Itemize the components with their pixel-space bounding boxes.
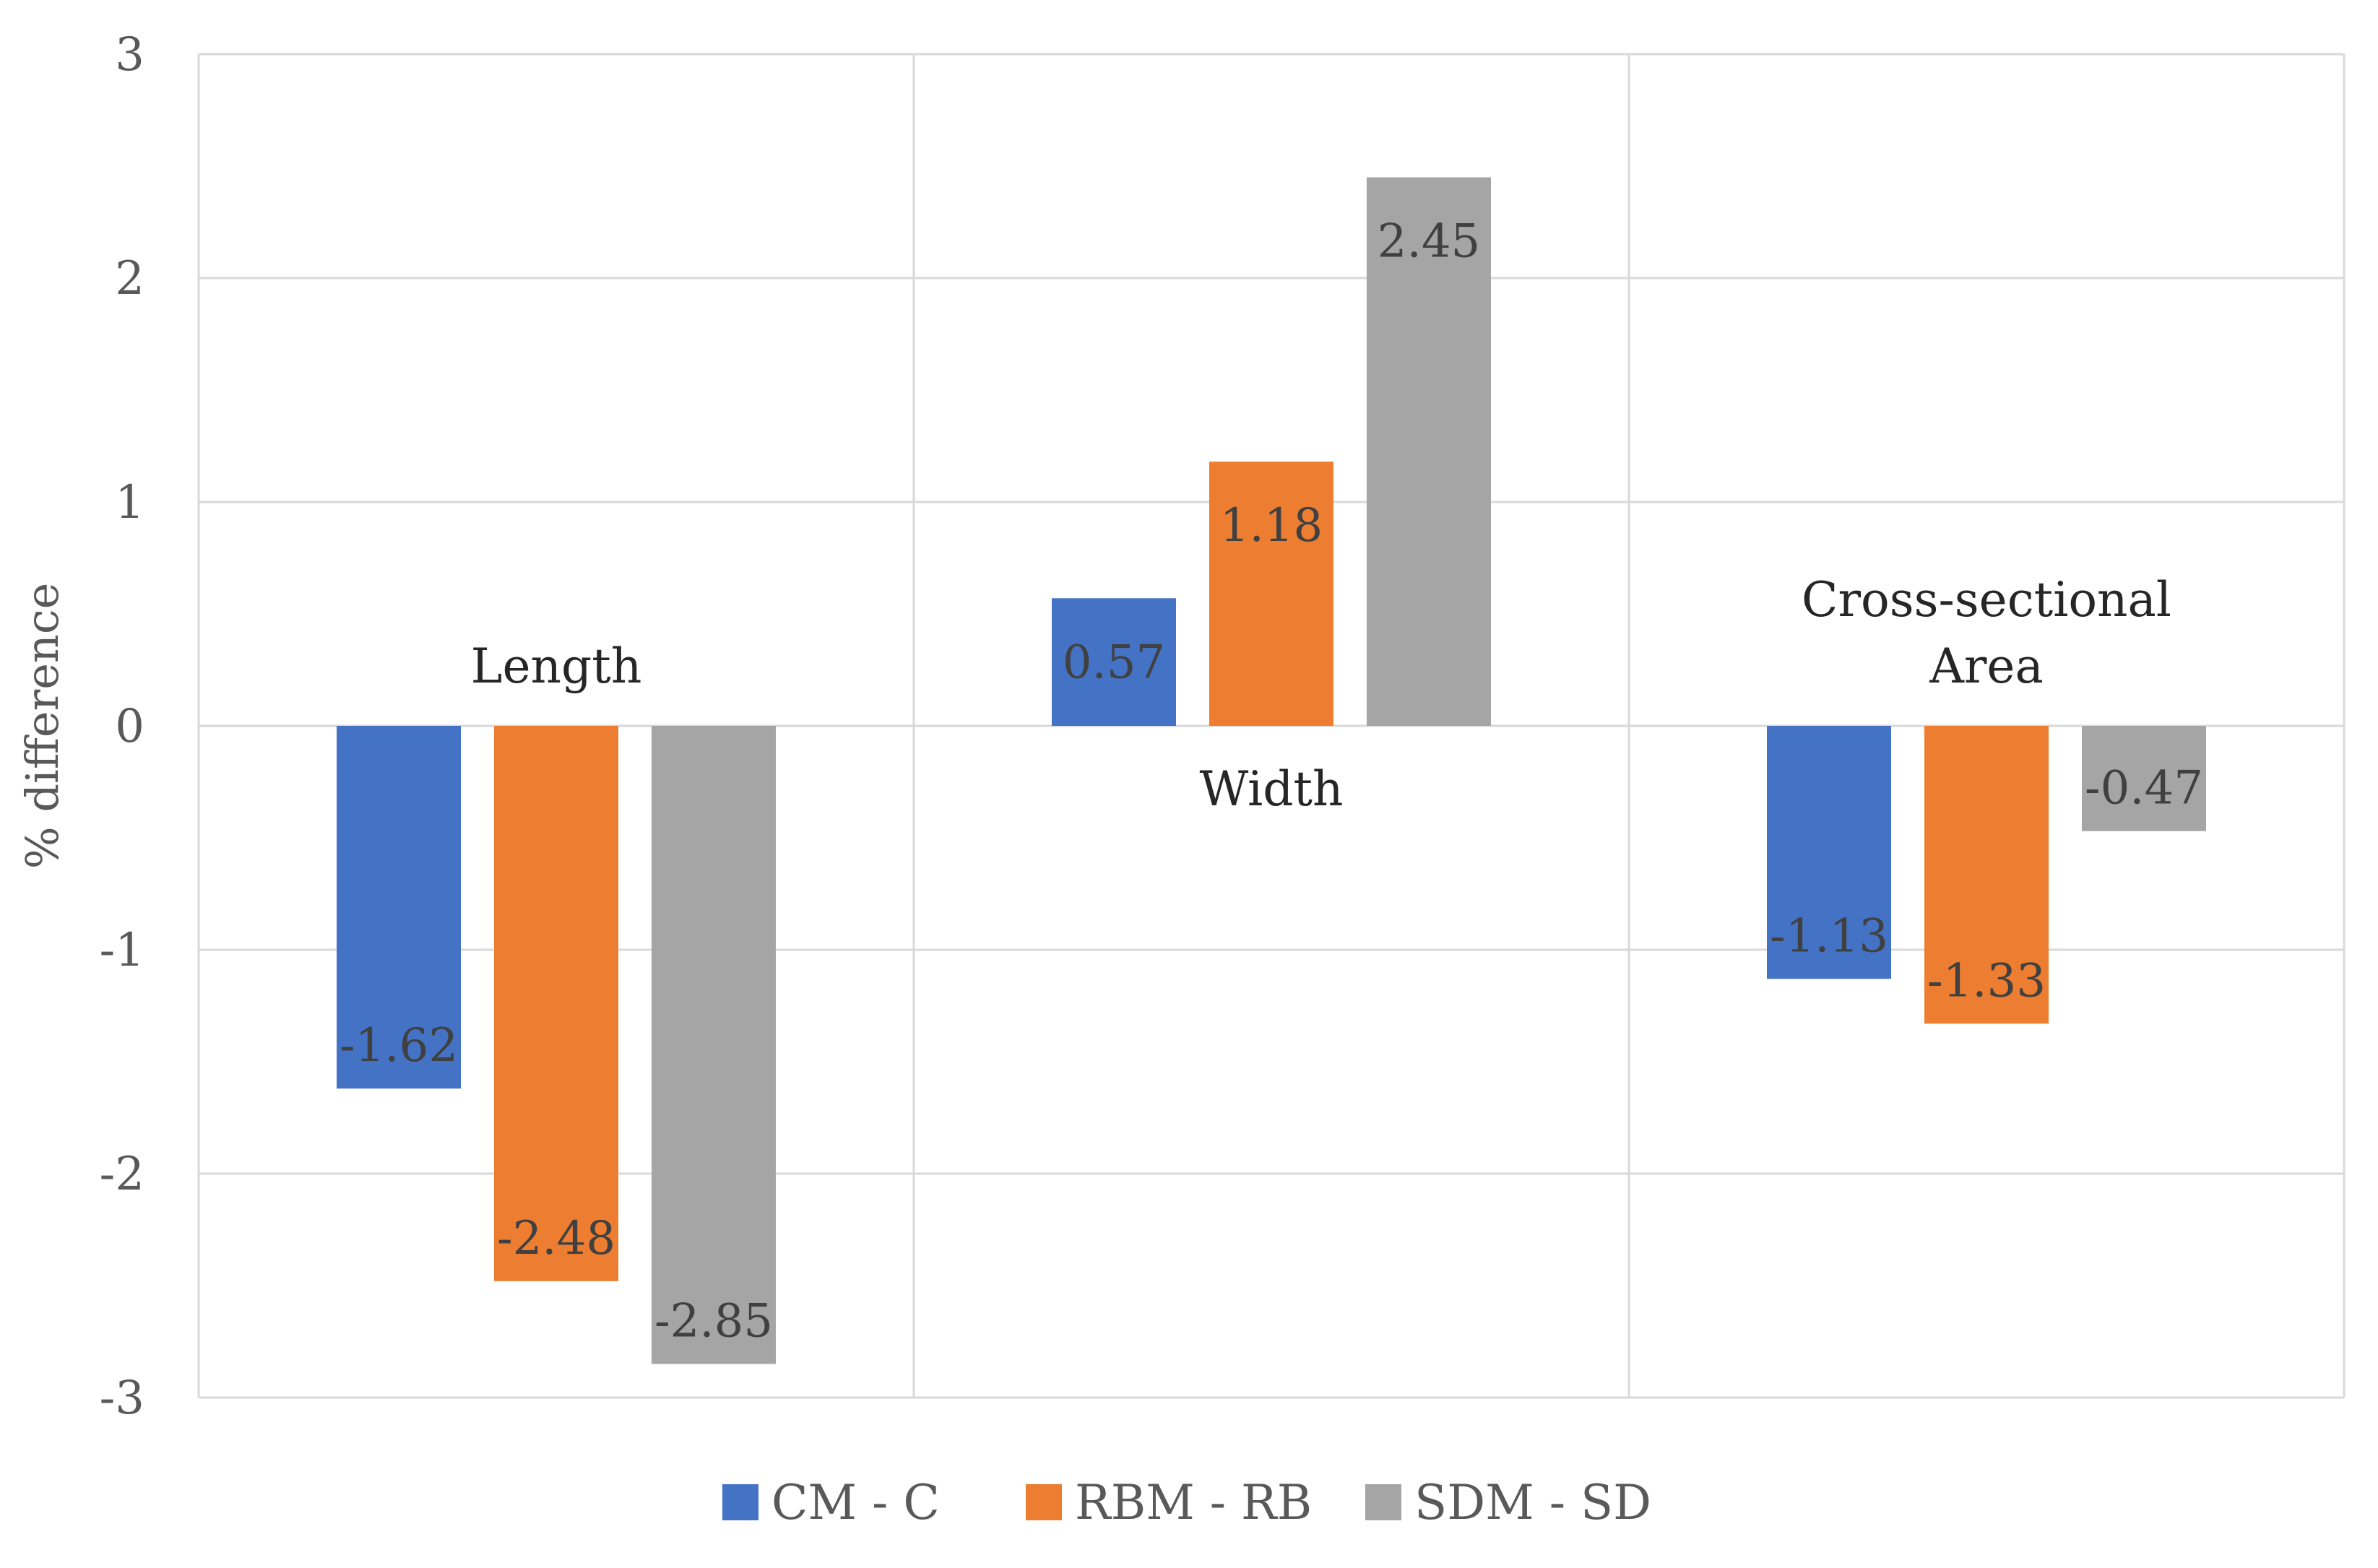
bar (1052, 598, 1176, 726)
data-label: 1.18 (1220, 499, 1323, 553)
y-tick-label: -2 (100, 1148, 144, 1201)
y-tick-label: -3 (100, 1372, 144, 1425)
bar (652, 726, 776, 1364)
category-label: Area (1929, 638, 2044, 694)
data-label: 2.45 (1378, 215, 1481, 269)
y-tick-label: 1 (115, 476, 144, 529)
data-label: -1.13 (1770, 909, 1888, 963)
bar (2082, 726, 2206, 831)
data-label: -1.33 (1927, 954, 2046, 1008)
legend-label: SDM - SD (1414, 1475, 1651, 1530)
category-label: Cross-sectional (1802, 572, 2171, 628)
bar (337, 726, 461, 1089)
y-tick-label: -1 (100, 924, 144, 977)
legend-swatch (722, 1484, 758, 1520)
legend-label: CM - C (771, 1475, 940, 1530)
category-label: Width (1199, 761, 1343, 817)
bar (1767, 726, 1891, 979)
bar (1924, 726, 2049, 1024)
y-axis-title: % difference (16, 583, 69, 870)
y-tick-label: 0 (115, 700, 144, 753)
data-label: -1.62 (340, 1019, 458, 1073)
data-labels: -1.62 -2.48 -2.85 0.57 1.18 2.45 -1.13 -1.33 -0.… (340, 215, 2203, 1348)
category-label: Length (471, 638, 642, 694)
data-label: -2.85 (654, 1295, 773, 1348)
data-label: -2.48 (497, 1212, 615, 1265)
data-label: 0.57 (1063, 636, 1166, 689)
bar (494, 726, 618, 1281)
legend-label: RBM - RB (1075, 1475, 1312, 1530)
category-labels: Length Width Cross-sectional Area (471, 572, 2171, 817)
legend-swatch (1026, 1484, 1062, 1520)
data-label: -0.47 (2085, 762, 2203, 815)
bar (1209, 462, 1333, 726)
y-axis: 3 2 1 0 -1 -2 -3 % difference (16, 28, 144, 1425)
bars (337, 177, 2206, 1364)
legend[interactable]: CM - C RBM - RB SDM - SD (722, 1475, 1651, 1530)
legend-swatch (1365, 1484, 1401, 1520)
y-tick-label: 2 (115, 252, 144, 306)
bar (1367, 177, 1491, 726)
y-tick-label: 3 (115, 28, 144, 82)
